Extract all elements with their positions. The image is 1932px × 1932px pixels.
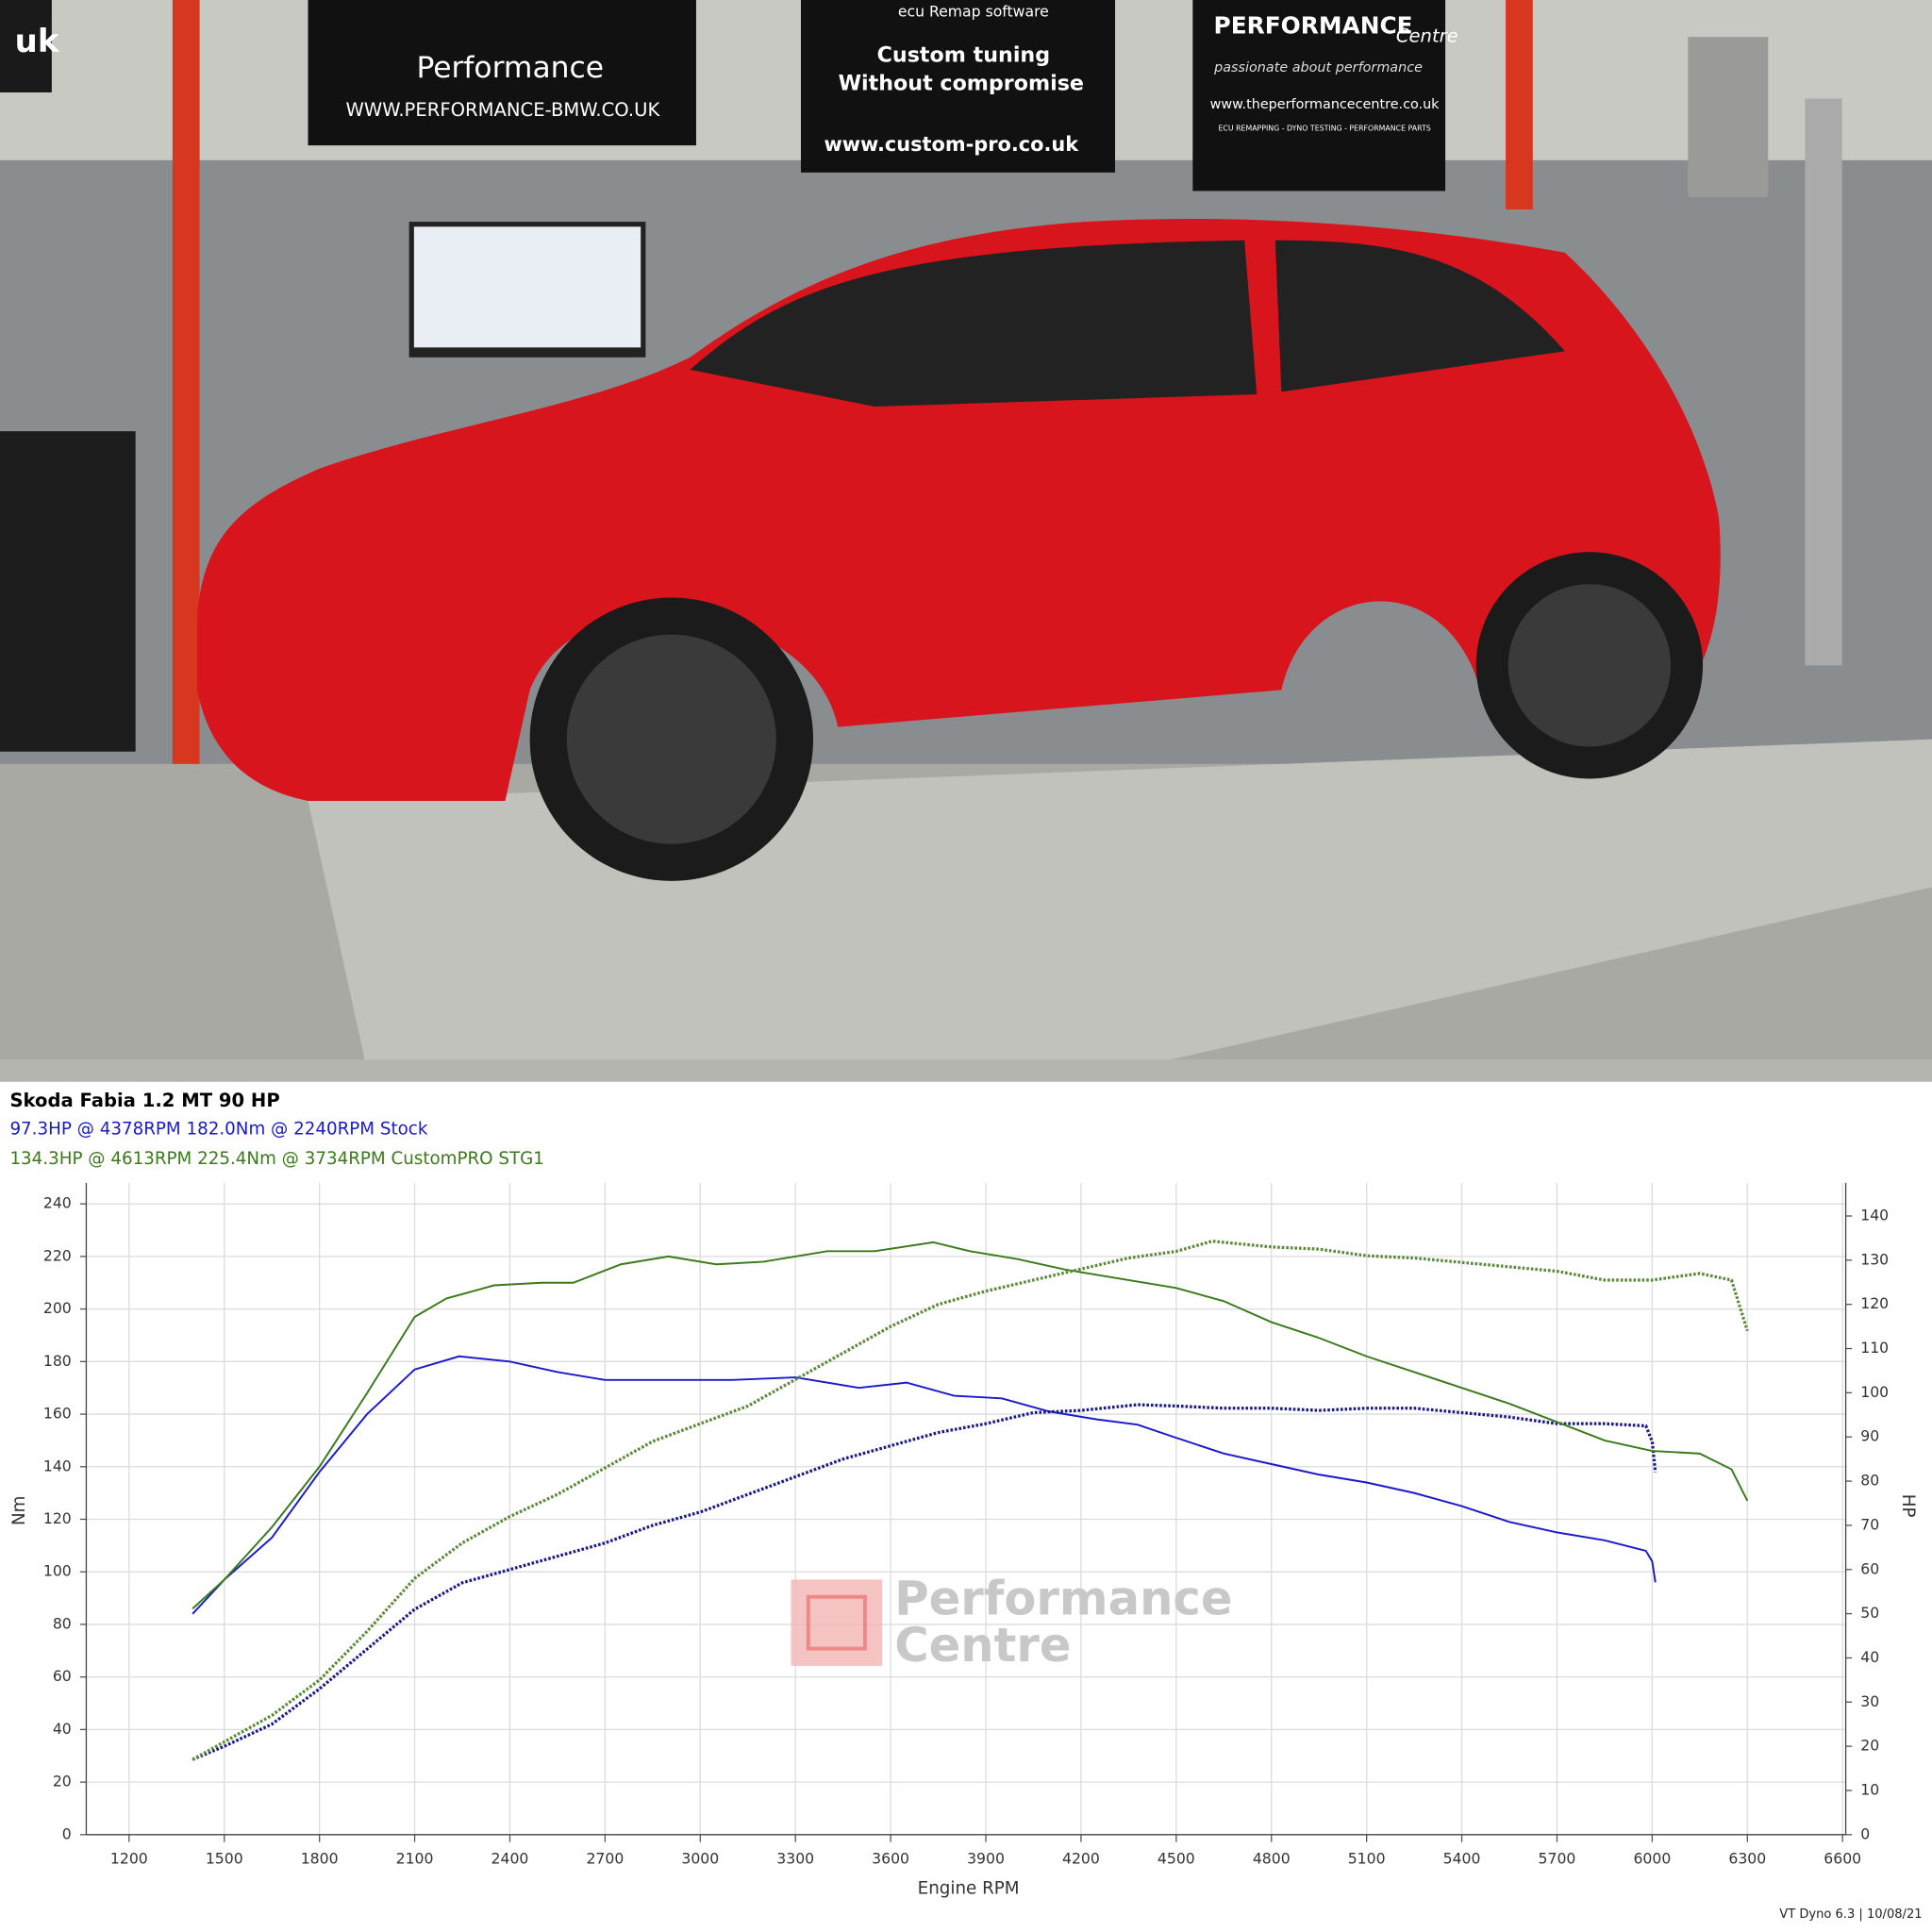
x-tick-label: 3000 [681,1849,719,1867]
y-tick-label: 220 [43,1246,72,1264]
dyno-photo: uk Performance WWW.PERFORMANCE-BMW.CO.UK… [0,0,1932,1082]
y2-tick-label: 80 [1860,1472,1879,1490]
y-axis-label: Nm [9,1496,29,1525]
x-tick-label: 6600 [1824,1849,1861,1867]
sign-text: Centre [1396,25,1458,47]
x-tick-label: 2100 [396,1849,434,1867]
y-tick-label: 200 [43,1299,72,1317]
sign-text: Custom tuning [877,42,1050,67]
sign [0,0,52,92]
y2-axis-label: HP [1898,1494,1918,1518]
watermark-text: Performance [894,1571,1232,1625]
y-tick-label: 180 [43,1352,72,1370]
y-tick-label: 60 [53,1667,72,1685]
car-window [1274,240,1565,392]
y2-tick-label: 30 [1860,1692,1879,1710]
pillar [172,0,200,764]
x-tick-label: 6000 [1633,1849,1671,1867]
x-tick-label: 1800 [301,1849,339,1867]
car-window [690,240,1257,408]
x-tick-label: 3900 [967,1849,1005,1867]
rim [566,634,776,844]
x-tick-label: 4500 [1158,1849,1195,1867]
x-tick-label: 1200 [110,1849,148,1867]
y-tick-label: 240 [43,1194,72,1212]
rim [1507,584,1672,747]
x-tick-label: 2700 [586,1849,624,1867]
y-tick-label: 100 [43,1562,72,1580]
y2-tick-label: 110 [1860,1339,1889,1357]
y2-tick-label: 50 [1860,1604,1879,1622]
y2-tick-label: 140 [1860,1207,1889,1224]
sign-text: www.theperformancecentre.co.uk [1210,97,1441,112]
extractor [1688,37,1769,197]
y2-tick-label: 100 [1860,1383,1889,1401]
pillar [1506,0,1533,210]
sign-text: PERFORMANCE [1214,12,1413,40]
watermark-logo [791,1579,883,1666]
sign [1192,0,1446,192]
floor-edge [0,1059,1932,1082]
y2-tick-label: 70 [1860,1515,1879,1533]
equipment [0,431,136,752]
y-tick-label: 40 [53,1720,72,1738]
sign-text: ecu Remap software [898,3,1049,21]
watermark-logo-chip [806,1594,867,1651]
sign-text: uk [15,23,60,60]
x-tick-label: 2400 [491,1849,529,1867]
sign [308,0,696,146]
x-tick-label: 4800 [1253,1849,1291,1867]
sign-text: www.custom-pro.co.uk [824,133,1079,156]
y2-tick-label: 120 [1860,1294,1889,1312]
x-tick-label: 1500 [206,1849,243,1867]
y2-tick-label: 20 [1860,1737,1879,1755]
x-tick-label: 6300 [1728,1849,1766,1867]
x-tick-label: 3600 [872,1849,909,1867]
chart-title: Skoda Fabia 1.2 MT 90 HP [9,1090,279,1111]
sign-text: Performance [416,51,604,85]
legend-line: 97.3HP @ 4378RPM 182.0Nm @ 2240RPM Stock [9,1120,427,1140]
y2-tick-label: 0 [1860,1824,1870,1842]
monitor-screen [413,226,641,348]
y-tick-label: 20 [53,1773,72,1790]
duct [1805,98,1842,666]
series-line [192,1241,1749,1609]
footer: VT Dyno 6.3 | 10/08/21 [1779,1907,1922,1922]
x-tick-label: 4200 [1062,1849,1100,1867]
legend-line: 134.3HP @ 4613RPM 225.4Nm @ 3734RPM Cust… [9,1149,543,1169]
sign-text: passionate about performance [1213,60,1423,75]
y2-tick-label: 40 [1860,1648,1879,1666]
sign [800,0,1116,173]
y2-tick-label: 10 [1860,1780,1879,1798]
y-tick-label: 80 [53,1614,72,1632]
series-line [192,1355,1657,1615]
series-line [192,1240,1749,1761]
y2-tick-label: 90 [1860,1427,1879,1445]
chart-background [0,1081,1932,1932]
x-tick-label: 5400 [1443,1849,1481,1867]
sign-text: Without compromise [839,71,1084,95]
y-tick-label: 120 [43,1509,72,1527]
x-axis-label: Engine RPM [918,1878,1020,1898]
x-tick-label: 5700 [1539,1849,1576,1867]
y-tick-label: 0 [62,1824,72,1842]
y-tick-label: 140 [43,1457,72,1474]
watermark-text: Centre [894,1618,1071,1673]
y-tick-label: 160 [43,1405,72,1423]
x-tick-label: 5100 [1348,1849,1386,1867]
x-tick-label: 3300 [776,1849,814,1867]
sign-text: WWW.PERFORMANCE-BMW.CO.UK [346,99,661,121]
y2-tick-label: 60 [1860,1559,1879,1577]
sign-text: ECU REMAPPING - DYNO TESTING - PERFORMAN… [1218,124,1430,132]
y2-tick-label: 130 [1860,1250,1889,1268]
